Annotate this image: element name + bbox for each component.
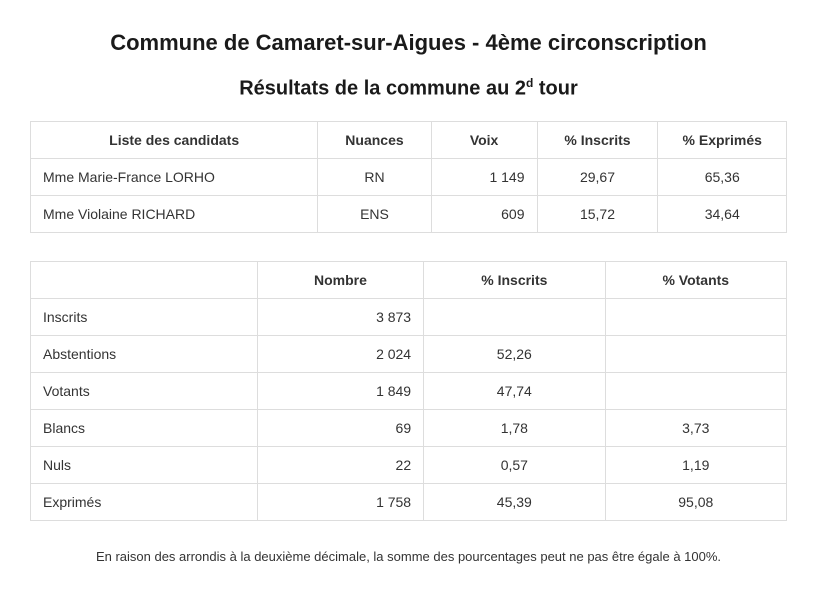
candidate-nuance: ENS — [318, 195, 431, 232]
candidates-table: Liste des candidats Nuances Voix % Inscr… — [30, 121, 787, 233]
candidate-voix: 1 149 — [431, 158, 537, 195]
stat-label: Abstentions — [31, 335, 258, 372]
stat-label: Votants — [31, 372, 258, 409]
candidate-name: Mme Violaine RICHARD — [31, 195, 318, 232]
stat-nombre: 69 — [257, 409, 423, 446]
stat-pct-inscrits: 45,39 — [424, 483, 605, 520]
col-header-nuance: Nuances — [318, 121, 431, 158]
subtitle-suffix: tour — [533, 78, 577, 100]
stat-pct-votants: 1,19 — [605, 446, 786, 483]
candidate-pct-inscrits: 29,67 — [537, 158, 658, 195]
stats-table: Nombre % Inscrits % Votants Inscrits 3 8… — [30, 261, 787, 521]
stat-label: Exprimés — [31, 483, 258, 520]
stat-label: Nuls — [31, 446, 258, 483]
table-header-row: Nombre % Inscrits % Votants — [31, 261, 787, 298]
footnote-text: En raison des arrondis à la deuxième déc… — [30, 549, 787, 564]
table-header-row: Liste des candidats Nuances Voix % Inscr… — [31, 121, 787, 158]
candidate-pct-exprimes: 34,64 — [658, 195, 787, 232]
col-header-pct-votants: % Votants — [605, 261, 786, 298]
col-header-pct-exprimes: % Exprimés — [658, 121, 787, 158]
stat-nombre: 1 849 — [257, 372, 423, 409]
stat-pct-inscrits: 0,57 — [424, 446, 605, 483]
col-header-name: Liste des candidats — [31, 121, 318, 158]
table-row: Blancs 69 1,78 3,73 — [31, 409, 787, 446]
col-header-voix: Voix — [431, 121, 537, 158]
stat-nombre: 22 — [257, 446, 423, 483]
stat-pct-votants — [605, 298, 786, 335]
table-row: Abstentions 2 024 52,26 — [31, 335, 787, 372]
candidate-nuance: RN — [318, 158, 431, 195]
table-row: Mme Marie-France LORHO RN 1 149 29,67 65… — [31, 158, 787, 195]
page-subtitle: Résultats de la commune au 2d tour — [30, 76, 787, 101]
stat-pct-votants: 3,73 — [605, 409, 786, 446]
candidate-name: Mme Marie-France LORHO — [31, 158, 318, 195]
candidate-pct-inscrits: 15,72 — [537, 195, 658, 232]
stat-pct-votants: 95,08 — [605, 483, 786, 520]
stat-label: Blancs — [31, 409, 258, 446]
table-row: Inscrits 3 873 — [31, 298, 787, 335]
page-title: Commune de Camaret-sur-Aigues - 4ème cir… — [30, 30, 787, 56]
stat-pct-votants — [605, 372, 786, 409]
stat-pct-inscrits — [424, 298, 605, 335]
col-header-pct-inscrits: % Inscrits — [424, 261, 605, 298]
stat-nombre: 3 873 — [257, 298, 423, 335]
stat-pct-inscrits: 52,26 — [424, 335, 605, 372]
stat-pct-inscrits: 1,78 — [424, 409, 605, 446]
table-row: Nuls 22 0,57 1,19 — [31, 446, 787, 483]
stat-nombre: 1 758 — [257, 483, 423, 520]
table-row: Exprimés 1 758 45,39 95,08 — [31, 483, 787, 520]
table-row: Votants 1 849 47,74 — [31, 372, 787, 409]
candidate-pct-exprimes: 65,36 — [658, 158, 787, 195]
table-row: Mme Violaine RICHARD ENS 609 15,72 34,64 — [31, 195, 787, 232]
subtitle-prefix: Résultats de la commune au 2 — [239, 78, 526, 100]
stat-nombre: 2 024 — [257, 335, 423, 372]
candidate-voix: 609 — [431, 195, 537, 232]
stat-pct-votants — [605, 335, 786, 372]
stat-pct-inscrits: 47,74 — [424, 372, 605, 409]
col-header-pct-inscrits: % Inscrits — [537, 121, 658, 158]
col-header-blank — [31, 261, 258, 298]
col-header-nombre: Nombre — [257, 261, 423, 298]
stat-label: Inscrits — [31, 298, 258, 335]
